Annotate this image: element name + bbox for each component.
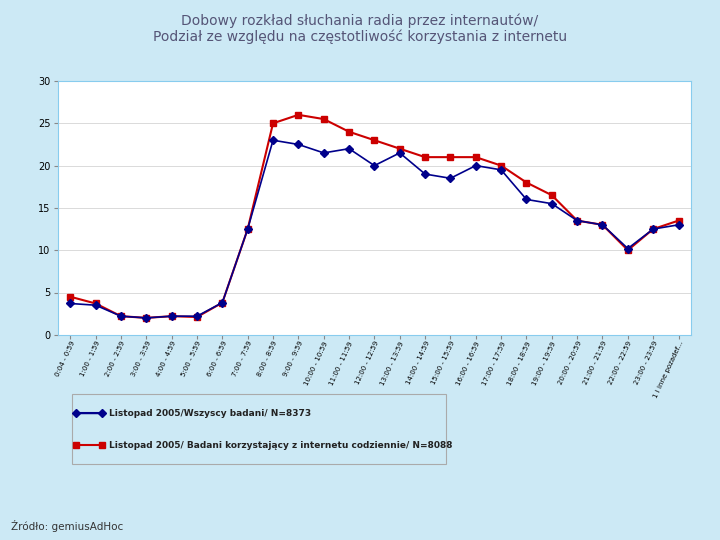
Text: Podział ze względu na częstotliwość korzystania z internetu: Podział ze względu na częstotliwość korz…	[153, 30, 567, 44]
Text: Listopad 2005/ Badani korzystający z internetu codziennie/ N=8088: Listopad 2005/ Badani korzystający z int…	[109, 441, 453, 450]
Text: Listopad 2005/Wszyscy badani/ N=8373: Listopad 2005/Wszyscy badani/ N=8373	[109, 409, 312, 417]
Text: Dobowy rozkład słuchania radia przez internautów/: Dobowy rozkład słuchania radia przez int…	[181, 14, 539, 28]
Text: Źródło: gemiusAdHoc: Źródło: gemiusAdHoc	[11, 521, 123, 532]
